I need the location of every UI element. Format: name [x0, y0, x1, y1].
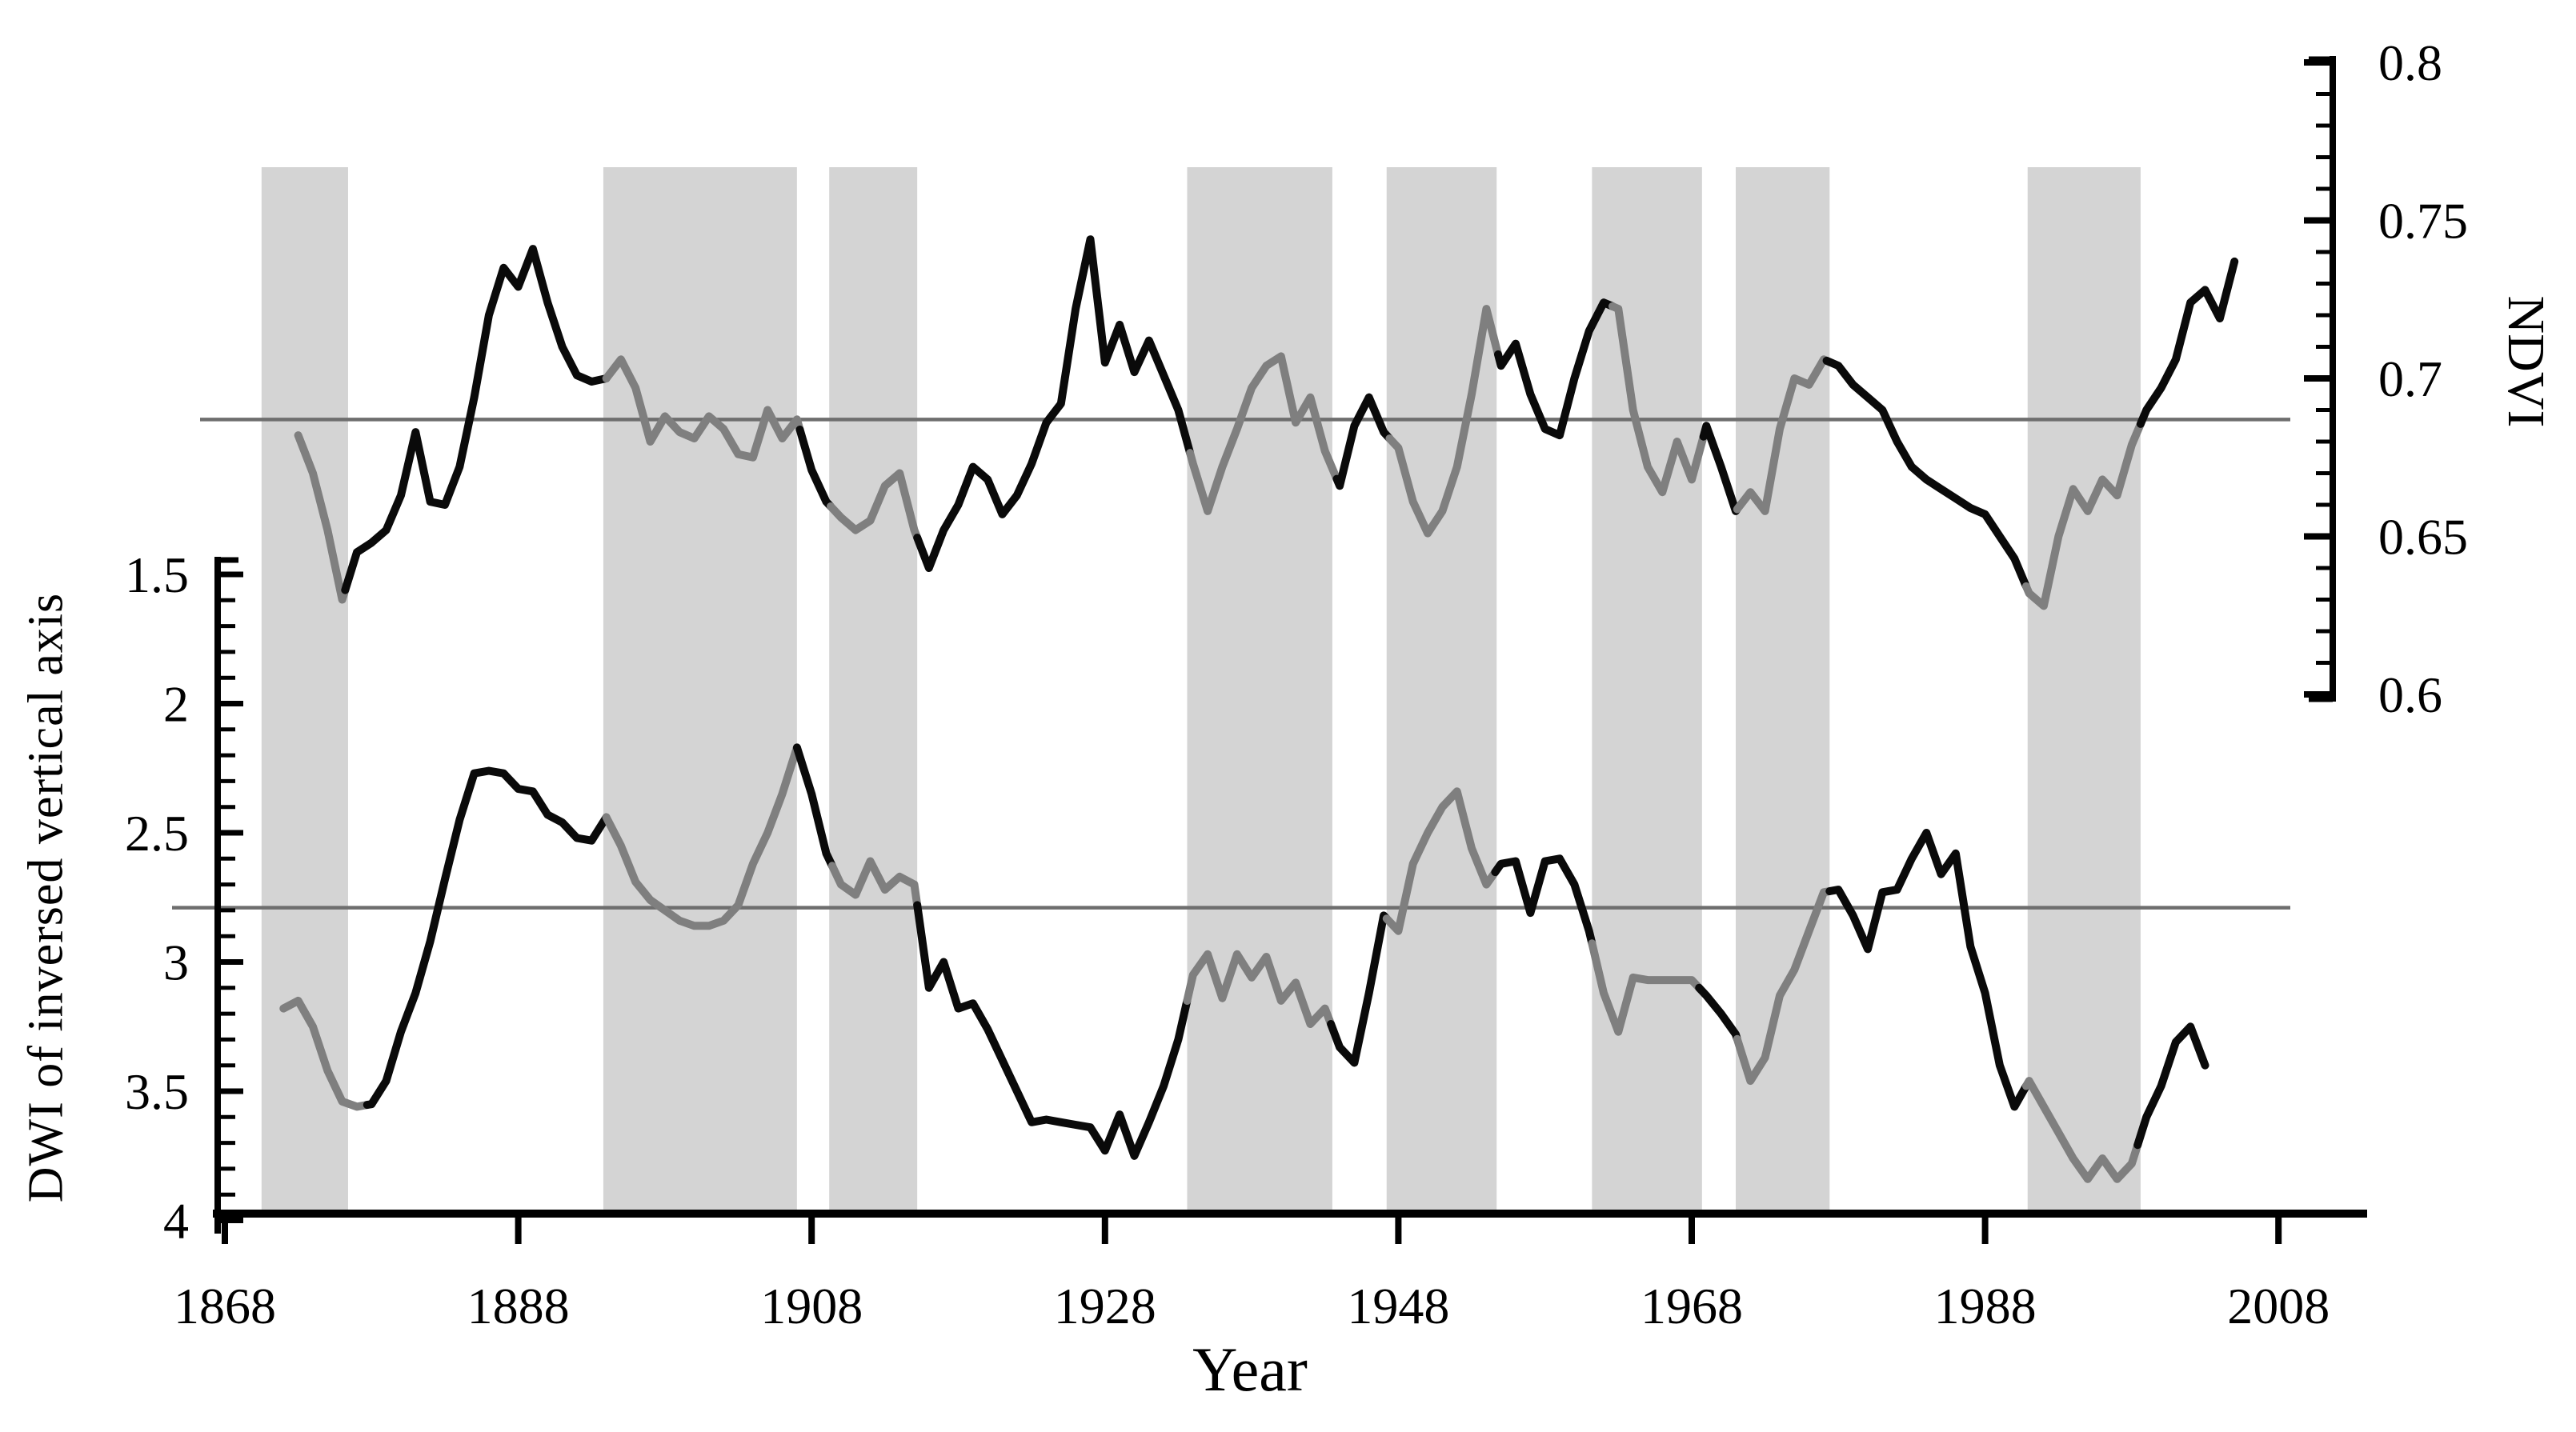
ndvi-series-black-segment [2136, 257, 2239, 428]
right-axis-tick-label: 0.7 [2378, 350, 2442, 407]
right-axis-tick-label: 0.65 [2378, 509, 2468, 566]
dwi-series-black-segment [913, 901, 1192, 1160]
dwi-series-black-segment [2133, 1022, 2209, 1150]
shaded-period-band [1735, 167, 1830, 1210]
left-axis-tick-label: 2 [163, 676, 189, 733]
right-axis-tick-label: 0.6 [2378, 666, 2442, 723]
left-axis-tick-label: 3.5 [125, 1063, 189, 1120]
ndvi-series-gray-segment [1733, 355, 1831, 515]
dwi-series-gray-segment [1183, 950, 1336, 1028]
right-axis-tick-label: 0.8 [2378, 34, 2442, 91]
dwi-series-gray-segment [2021, 1077, 2142, 1183]
dwi-series-black-segment [1695, 983, 1741, 1043]
right-axis-tick-label: 0.75 [2378, 193, 2468, 250]
dwi-series-gray-segment [1588, 939, 1704, 1036]
dwi-series-gray-segment [279, 996, 371, 1111]
ndvi-series-black-segment [795, 426, 835, 510]
right-axis-title: NDVI [2497, 295, 2555, 428]
ndvi-series-black-segment [913, 235, 1195, 572]
ndvi-series-gray-segment [827, 469, 922, 542]
left-axis-tick-label: 1.5 [125, 546, 189, 603]
x-axis-tick-label: 2008 [2227, 1278, 2330, 1334]
dwi-series-black-segment [792, 743, 836, 870]
x-axis-tick-label: 1968 [1641, 1278, 1743, 1334]
dwi-series-black-segment [363, 766, 611, 1110]
shaded-period-band [1592, 167, 1702, 1210]
dwi-series-gray-segment [602, 743, 801, 930]
shaded-period-band [261, 167, 348, 1210]
x-axis-tick-label: 1948 [1347, 1278, 1449, 1334]
left-axis-tick-label: 2.5 [125, 805, 189, 862]
ndvi-series-black-segment [1494, 298, 1617, 440]
dwi-series-gray-segment [827, 857, 922, 910]
ndvi-series-black-segment [341, 245, 611, 594]
dwi-series-black-segment [1825, 829, 2030, 1111]
x-axis-tick-label: 1888 [467, 1278, 570, 1334]
x-axis-tick-label: 1908 [760, 1278, 863, 1334]
shaded-period-band [2027, 167, 2141, 1210]
shaded-period-band [1187, 167, 1332, 1210]
x-axis-title: Year [1192, 1334, 1308, 1404]
ndvi-series-gray-segment [1608, 302, 1708, 497]
dwi-series-gray-segment [1733, 887, 1834, 1086]
left-axis-tick-label: 3 [163, 934, 189, 991]
ndvi-series-black-segment [1822, 356, 2030, 590]
ndvi-series-black-segment [1332, 393, 1394, 490]
ndvi-series-gray-segment [602, 355, 804, 462]
shaded-period-band [603, 167, 797, 1210]
left-axis-title: DWI of inversed vertical axis [18, 592, 74, 1203]
dwi-series-gray-segment [1382, 787, 1500, 935]
ndvi-series-gray-segment [294, 431, 350, 604]
dwi-series-black-segment [1327, 911, 1391, 1067]
ndvi-series-gray-segment [2021, 419, 2145, 610]
x-axis-tick-label: 1988 [1934, 1278, 2037, 1334]
x-axis-tick-label: 1928 [1054, 1278, 1156, 1334]
ndvi-series-gray-segment [1385, 305, 1502, 538]
dwi-series-black-segment [1491, 854, 1596, 948]
ndvi-series-black-segment [1699, 422, 1741, 515]
ndvi-series-gray-segment [1186, 352, 1341, 515]
shaded-period-band [829, 167, 918, 1210]
left-axis-tick-label: 4 [163, 1193, 189, 1250]
x-axis-tick-label: 1868 [174, 1278, 276, 1334]
